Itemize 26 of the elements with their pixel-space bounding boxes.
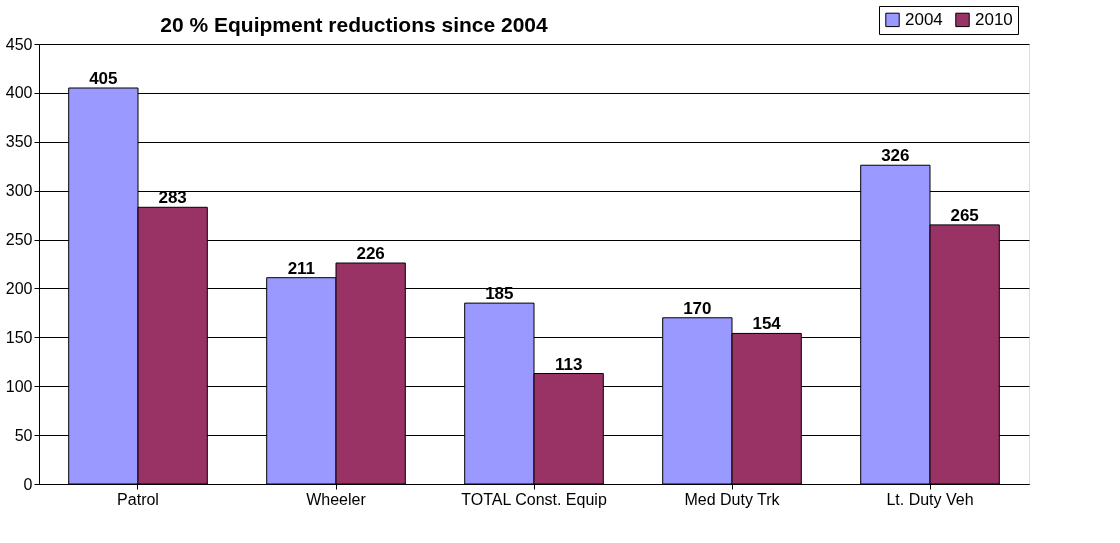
- y-tick-label: 350: [5, 133, 33, 151]
- y-tick-label: 100: [5, 377, 33, 395]
- data-label: 170: [683, 298, 712, 318]
- data-label: 226: [356, 244, 385, 264]
- y-tick-label: 200: [5, 279, 33, 297]
- data-label: 405: [89, 69, 118, 88]
- legend-label: 2010: [975, 9, 1013, 29]
- data-label: 326: [881, 146, 910, 166]
- y-tick-label: 50: [14, 426, 33, 444]
- y-tick-label: 250: [5, 231, 33, 249]
- data-label: 154: [752, 314, 782, 334]
- x-tick-label: Med Duty Trk: [684, 490, 781, 508]
- data-label: 211: [287, 258, 316, 278]
- x-tick-label: Wheeler: [306, 490, 367, 508]
- x-tick-label: Patrol: [117, 490, 159, 508]
- data-label: 113: [554, 354, 583, 374]
- y-tick-label: 300: [5, 182, 33, 200]
- x-tick-label: TOTAL Const. Equip: [461, 490, 607, 508]
- y-tick-label: 150: [5, 328, 33, 346]
- legend-label: 2004: [905, 9, 943, 29]
- chart-title: 20 % Equipment reductions since 2004: [160, 12, 549, 36]
- y-tick-label: 450: [5, 35, 33, 53]
- data-label: 265: [950, 205, 979, 225]
- y-tick-label: 0: [23, 475, 33, 493]
- y-tick-label: 400: [5, 84, 33, 102]
- x-tick-label: Lt. Duty Veh: [886, 490, 974, 508]
